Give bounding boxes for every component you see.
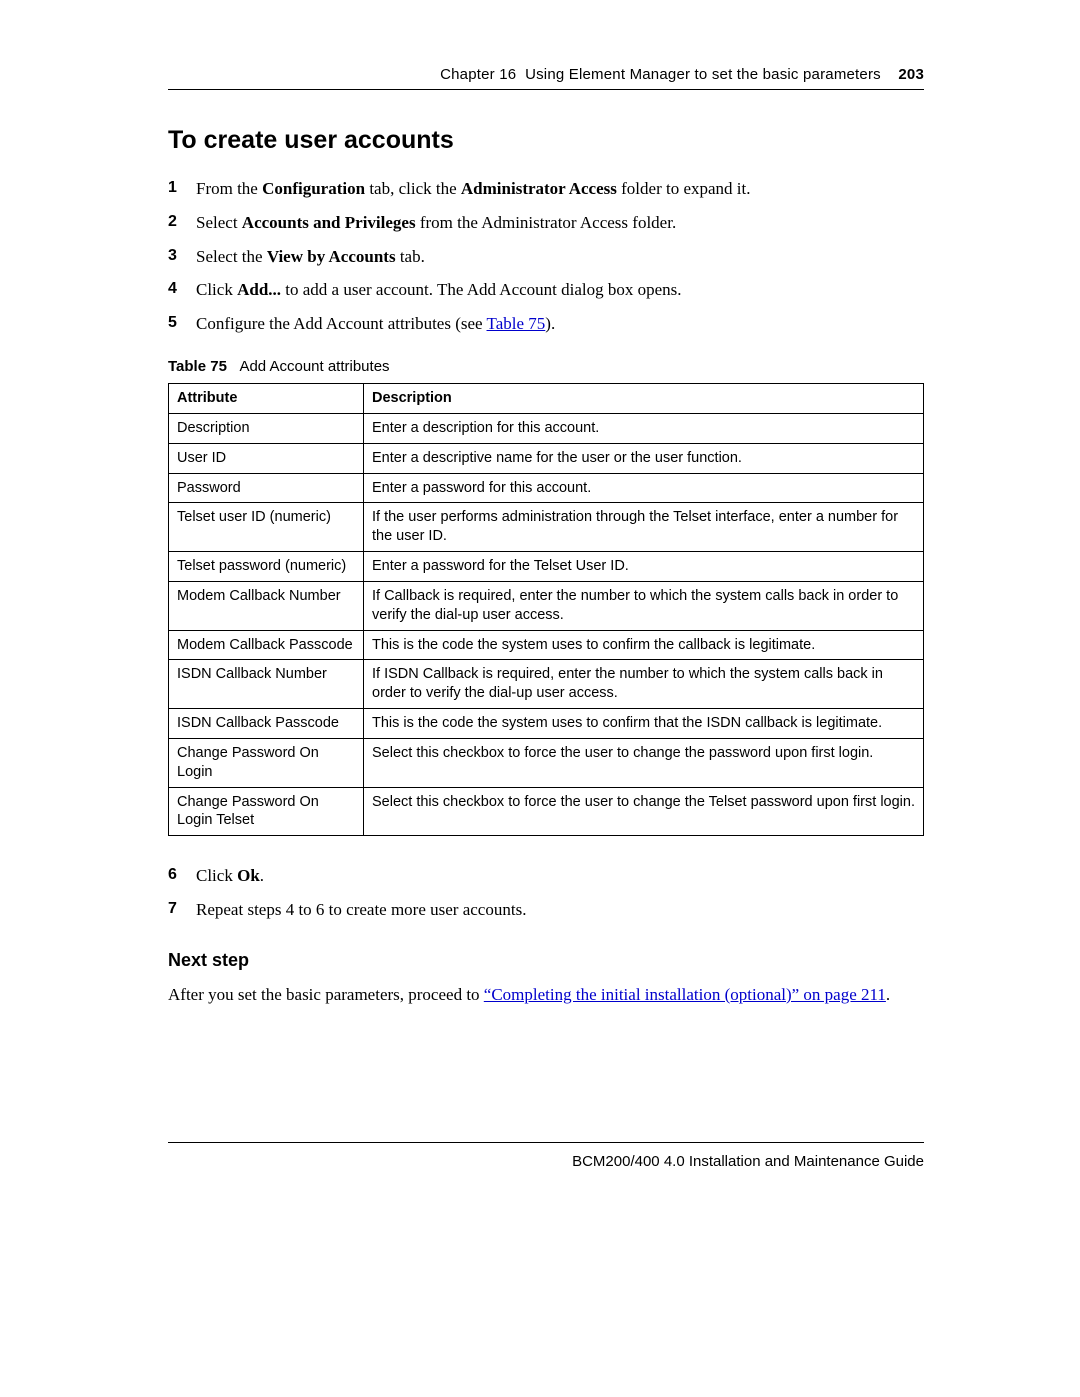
desc-cell: Select this checkbox to force the user t…: [364, 787, 924, 836]
desc-cell: This is the code the system uses to conf…: [364, 630, 924, 660]
attr-cell: Modem Callback Passcode: [169, 630, 364, 660]
desc-cell: If the user performs administration thro…: [364, 503, 924, 552]
steps-list-b: 6 Click Ok. 7 Repeat steps 4 to 6 to cre…: [168, 864, 924, 922]
running-header: Chapter 16 Using Element Manager to set …: [168, 66, 924, 89]
table-header-row: Attribute Description: [169, 383, 924, 413]
step-item: 2 Select Accounts and Privileges from th…: [168, 211, 924, 235]
desc-cell: Enter a description for this account.: [364, 413, 924, 443]
page-footer: BCM200/400 4.0 Installation and Maintena…: [168, 1142, 924, 1170]
table-row: ISDN Callback PasscodeThis is the code t…: [169, 709, 924, 739]
step-body: Click Add... to add a user account. The …: [196, 278, 924, 302]
attr-cell: Change Password On Login: [169, 738, 364, 787]
chapter-label: Chapter 16: [440, 66, 516, 83]
step-body: Select the View by Accounts tab.: [196, 245, 924, 269]
table-row: Modem Callback PasscodeThis is the code …: [169, 630, 924, 660]
table-row: PasswordEnter a password for this accoun…: [169, 473, 924, 503]
steps-list-a: 1 From the Configuration tab, click the …: [168, 177, 924, 336]
desc-cell: Enter a descriptive name for the user or…: [364, 443, 924, 473]
step-body: From the Configuration tab, click the Ad…: [196, 177, 924, 201]
table-row: Telset password (numeric)Enter a passwor…: [169, 552, 924, 582]
step-number: 1: [168, 177, 196, 199]
table-row: Change Password On LoginSelect this chec…: [169, 738, 924, 787]
next-step-heading: Next step: [168, 950, 924, 971]
attr-cell: User ID: [169, 443, 364, 473]
next-step-paragraph: After you set the basic parameters, proc…: [168, 983, 924, 1008]
attr-cell: Telset password (numeric): [169, 552, 364, 582]
desc-cell: Enter a password for the Telset User ID.: [364, 552, 924, 582]
step-item: 6 Click Ok.: [168, 864, 924, 888]
footer-rule: [168, 1142, 924, 1143]
step-number: 5: [168, 312, 196, 334]
step-item: 3 Select the View by Accounts tab.: [168, 245, 924, 269]
step-body: Click Ok.: [196, 864, 924, 888]
page-content: Chapter 16 Using Element Manager to set …: [168, 66, 924, 1008]
step-item: 1 From the Configuration tab, click the …: [168, 177, 924, 201]
step-item: 7 Repeat steps 4 to 6 to create more use…: [168, 898, 924, 922]
table-cross-reference-link[interactable]: Table 75: [487, 314, 546, 333]
footer-text: BCM200/400 4.0 Installation and Maintena…: [168, 1153, 924, 1170]
table-row: User IDEnter a descriptive name for the …: [169, 443, 924, 473]
column-header: Description: [364, 383, 924, 413]
step-number: 6: [168, 864, 196, 886]
attr-cell: ISDN Callback Number: [169, 660, 364, 709]
step-body: Repeat steps 4 to 6 to create more user …: [196, 898, 924, 922]
step-number: 2: [168, 211, 196, 233]
next-step-link[interactable]: “Completing the initial installation (op…: [484, 985, 886, 1004]
table-row: Modem Callback NumberIf Callback is requ…: [169, 581, 924, 630]
table-row: Telset user ID (numeric)If the user perf…: [169, 503, 924, 552]
step-number: 4: [168, 278, 196, 300]
step-number: 3: [168, 245, 196, 267]
attributes-table: Attribute Description DescriptionEnter a…: [168, 383, 924, 836]
attr-cell: Telset user ID (numeric): [169, 503, 364, 552]
step-body: Configure the Add Account attributes (se…: [196, 312, 924, 336]
attr-cell: Modem Callback Number: [169, 581, 364, 630]
page-number: 203: [898, 66, 924, 83]
desc-cell: If Callback is required, enter the numbe…: [364, 581, 924, 630]
step-item: 5 Configure the Add Account attributes (…: [168, 312, 924, 336]
table-title: Add Account attributes: [239, 358, 389, 375]
step-body: Select Accounts and Privileges from the …: [196, 211, 924, 235]
desc-cell: This is the code the system uses to conf…: [364, 709, 924, 739]
desc-cell: Select this checkbox to force the user t…: [364, 738, 924, 787]
section-title: To create user accounts: [168, 126, 924, 155]
table-caption: Table 75 Add Account attributes: [168, 358, 924, 375]
table-row: ISDN Callback NumberIf ISDN Callback is …: [169, 660, 924, 709]
step-item: 4 Click Add... to add a user account. Th…: [168, 278, 924, 302]
desc-cell: Enter a password for this account.: [364, 473, 924, 503]
table-row: DescriptionEnter a description for this …: [169, 413, 924, 443]
header-rule: [168, 89, 924, 90]
attr-cell: ISDN Callback Passcode: [169, 709, 364, 739]
table-label: Table 75: [168, 358, 227, 375]
attr-cell: Description: [169, 413, 364, 443]
column-header: Attribute: [169, 383, 364, 413]
attr-cell: Change Password On Login Telset: [169, 787, 364, 836]
chapter-title: Using Element Manager to set the basic p…: [525, 66, 881, 83]
desc-cell: If ISDN Callback is required, enter the …: [364, 660, 924, 709]
attr-cell: Password: [169, 473, 364, 503]
step-number: 7: [168, 898, 196, 920]
table-row: Change Password On Login TelsetSelect th…: [169, 787, 924, 836]
